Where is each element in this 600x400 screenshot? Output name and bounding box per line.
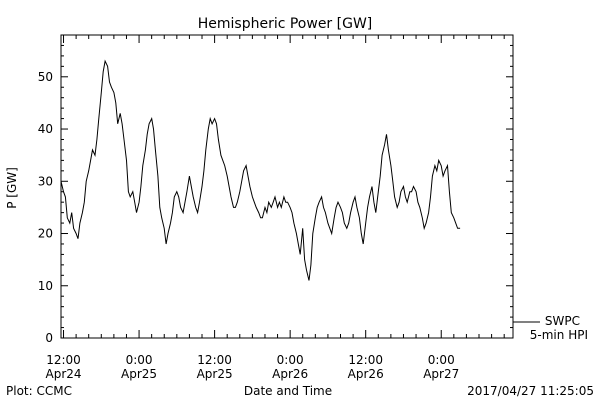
y-axis: 0 10 20 30 40 50: [38, 34, 513, 345]
y-tick-label: 50: [38, 70, 53, 84]
x-tick-label-time: 0:00: [428, 353, 455, 367]
plot-timestamp: 2017/04/27 11:25:05: [467, 384, 594, 398]
x-tick-label-time: 12:00: [197, 353, 232, 367]
y-axis-label: P [GW]: [5, 167, 19, 209]
x-tick-label-date: Apr25: [197, 367, 233, 381]
legend-label-line1: SWPC: [545, 314, 580, 328]
legend-label-line2: 5-min HPI: [530, 328, 588, 342]
legend: SWPC 5-min HPI: [513, 314, 588, 342]
y-tick-label: 30: [38, 174, 53, 188]
x-tick-label-date: Apr25: [121, 367, 157, 381]
x-tick-label-date: Apr26: [272, 367, 308, 381]
series-line-swpc-hpi: [60, 59, 461, 281]
y-tick-label: 20: [38, 227, 53, 241]
x-tick-label-time: 0:00: [277, 353, 304, 367]
x-tick-label-time: 12:00: [348, 353, 383, 367]
plot-frame: [60, 34, 514, 339]
x-axis: 12:00Apr240:00Apr2512:00Apr250:00Apr2612…: [46, 35, 505, 381]
y-tick-label: 0: [45, 331, 53, 345]
chart-title: Hemispheric Power [GW]: [198, 16, 373, 32]
x-tick-label-time: 0:00: [126, 353, 153, 367]
x-tick-label-date: Apr24: [46, 367, 82, 381]
plot-credit: Plot: CCMC: [6, 384, 72, 398]
x-tick-label-date: Apr27: [423, 367, 459, 381]
x-tick-label-time: 12:00: [46, 353, 81, 367]
y-tick-label: 10: [38, 279, 53, 293]
y-tick-label: 40: [38, 122, 53, 136]
x-axis-label: Date and Time: [244, 384, 332, 398]
x-tick-label-date: Apr26: [348, 367, 384, 381]
